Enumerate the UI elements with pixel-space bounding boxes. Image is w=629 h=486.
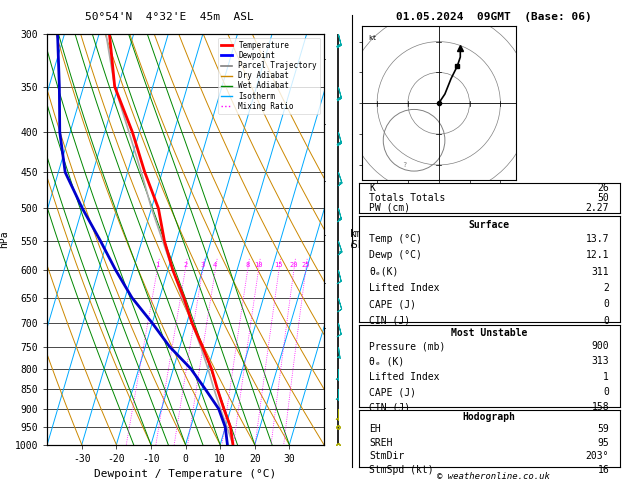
Text: K: K xyxy=(369,183,375,193)
Text: 900: 900 xyxy=(591,341,609,351)
Text: Totals Totals: Totals Totals xyxy=(369,193,445,203)
Text: 26: 26 xyxy=(598,183,609,193)
Text: 0: 0 xyxy=(603,387,609,397)
Text: 1: 1 xyxy=(603,372,609,382)
Text: PW (cm): PW (cm) xyxy=(369,203,410,213)
Text: θₑ(K): θₑ(K) xyxy=(369,267,398,277)
Text: 20: 20 xyxy=(289,262,298,268)
Text: CIN (J): CIN (J) xyxy=(369,402,410,412)
Text: LCL: LCL xyxy=(326,432,341,440)
Text: SREH: SREH xyxy=(369,438,392,448)
Text: θₑ (K): θₑ (K) xyxy=(369,356,404,366)
Text: 1: 1 xyxy=(155,262,159,268)
Text: Pressure (mb): Pressure (mb) xyxy=(369,341,445,351)
Text: 0: 0 xyxy=(603,316,609,326)
Text: 311: 311 xyxy=(591,267,609,277)
Text: 8: 8 xyxy=(245,262,250,268)
Text: 2: 2 xyxy=(183,262,187,268)
Text: 3: 3 xyxy=(201,262,204,268)
Text: StmDir: StmDir xyxy=(369,451,404,461)
Text: Lifted Index: Lifted Index xyxy=(369,283,440,293)
Y-axis label: hPa: hPa xyxy=(0,230,9,248)
Text: 15: 15 xyxy=(275,262,283,268)
Text: 2: 2 xyxy=(603,283,609,293)
Text: kt: kt xyxy=(368,35,376,41)
Text: 203°: 203° xyxy=(586,451,609,461)
Text: 10: 10 xyxy=(254,262,263,268)
Text: 16: 16 xyxy=(598,465,609,475)
Text: 12.1: 12.1 xyxy=(586,250,609,260)
Text: Hodograph: Hodograph xyxy=(462,413,516,422)
Text: CAPE (J): CAPE (J) xyxy=(369,299,416,310)
Text: 95: 95 xyxy=(598,438,609,448)
Text: CIN (J): CIN (J) xyxy=(369,316,410,326)
Text: Most Unstable: Most Unstable xyxy=(451,328,527,338)
Text: © weatheronline.co.uk: © weatheronline.co.uk xyxy=(437,472,550,481)
Legend: Temperature, Dewpoint, Parcel Trajectory, Dry Adiabat, Wet Adiabat, Isotherm, Mi: Temperature, Dewpoint, Parcel Trajectory… xyxy=(218,38,320,114)
X-axis label: Dewpoint / Temperature (°C): Dewpoint / Temperature (°C) xyxy=(94,469,277,479)
Text: Temp (°C): Temp (°C) xyxy=(369,234,422,244)
Text: 01.05.2024  09GMT  (Base: 06): 01.05.2024 09GMT (Base: 06) xyxy=(396,12,592,22)
Text: Dewp (°C): Dewp (°C) xyxy=(369,250,422,260)
Text: StmSpd (kt): StmSpd (kt) xyxy=(369,465,433,475)
Text: ?: ? xyxy=(402,162,406,168)
Text: CAPE (J): CAPE (J) xyxy=(369,387,416,397)
Text: 50°54'N  4°32'E  45m  ASL: 50°54'N 4°32'E 45m ASL xyxy=(86,12,254,22)
Text: 4: 4 xyxy=(213,262,218,268)
Text: 25: 25 xyxy=(301,262,310,268)
Text: 50: 50 xyxy=(598,193,609,203)
Y-axis label: km
ASL: km ASL xyxy=(347,228,364,250)
Text: 13.7: 13.7 xyxy=(586,234,609,244)
Text: EH: EH xyxy=(369,424,381,434)
Text: Surface: Surface xyxy=(469,220,509,230)
Text: 2.27: 2.27 xyxy=(586,203,609,213)
Text: 59: 59 xyxy=(598,424,609,434)
Text: 313: 313 xyxy=(591,356,609,366)
Text: 158: 158 xyxy=(591,402,609,412)
Text: 0: 0 xyxy=(603,299,609,310)
Text: Lifted Index: Lifted Index xyxy=(369,372,440,382)
